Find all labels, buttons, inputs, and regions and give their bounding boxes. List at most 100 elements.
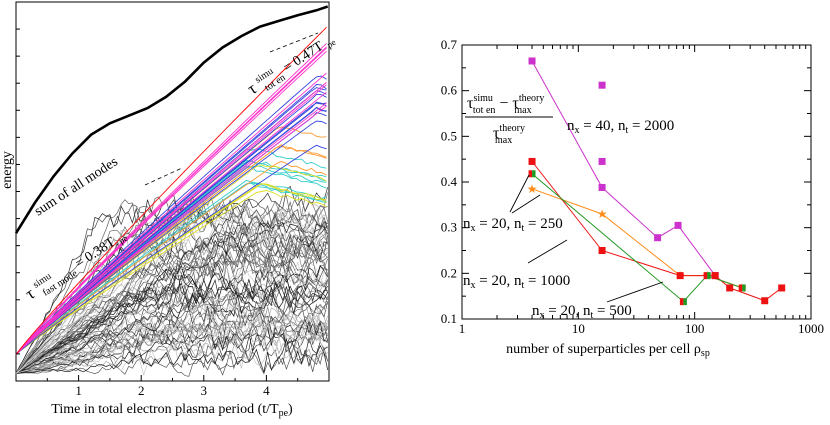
nt500-a-sub: x: [540, 310, 545, 321]
mode-curve-colored: [15, 84, 327, 355]
right-x-label-sub: sp: [701, 348, 710, 359]
right-y-tick-label: 0.6: [441, 83, 458, 98]
mode-curve-gray: [15, 286, 329, 374]
tot-en-tau-label: τ simu tot en = 0.47T pe: [240, 23, 340, 103]
mode-curve-colored: [15, 75, 327, 355]
mode-curve-colored: [15, 46, 327, 355]
series-label-nt1000: nx = 20, nt = 1000: [463, 273, 570, 291]
mode-curve-gray: [15, 320, 329, 374]
series-point-square: [726, 284, 734, 292]
nx40-b-sub: t: [625, 125, 628, 136]
mode-curve-gray: [15, 225, 328, 374]
y-label-numerator: τsimu tot en − τtheory max: [467, 93, 544, 116]
right-y-tick-label: 0.1: [441, 311, 457, 326]
mode-curve-gray: [15, 273, 328, 374]
mode-curves-gray: [15, 185, 329, 377]
series-point-square: [598, 183, 606, 191]
series-point-half-right: [532, 170, 536, 178]
series-point-half-left: [679, 298, 684, 306]
series-point-half-left: [703, 272, 708, 280]
left-x-axis-label: Time in total electron plasma period (t/…: [51, 402, 293, 419]
right-x-tick-label: 1000: [798, 321, 824, 336]
right-x-label-main: number of superparticles per cell ρ: [506, 342, 701, 357]
nt1000-b-sub: t: [521, 280, 524, 291]
series-point-square: [674, 221, 682, 229]
nt250-b: = 20, n: [476, 216, 522, 232]
right-y-tick-label: 0.2: [441, 265, 457, 280]
y-num-b-sup: theory: [519, 93, 545, 104]
left-x-tick-label: 1: [75, 383, 82, 398]
series-line-3: [531, 173, 743, 303]
sum-of-all-modes-curve: [14, 5, 329, 234]
right-y-tick-label: 0.7: [441, 37, 458, 52]
mode-curve-colored: [15, 91, 327, 355]
mode-curve-gray: [15, 261, 329, 374]
right-axis-ticks: 1 10 100 1000 0.1 0.2 0.3 0.4 0.5 0.6 0.7: [441, 37, 824, 336]
series-point-half-left: [528, 170, 533, 178]
series-point-square: [711, 272, 719, 280]
y-num-minus-tau: − τ: [495, 95, 519, 112]
right-x-tick-label: 1: [459, 321, 466, 336]
mode-curve-colored: [15, 144, 327, 355]
right-x-tick-label: 10: [572, 321, 585, 336]
mode-curve-gray: [15, 319, 328, 374]
series-point-square: [778, 284, 786, 292]
mode-curve-colored: [15, 102, 327, 355]
nx40-a: n: [567, 118, 575, 134]
arrow-nt250-a: [509, 174, 530, 213]
series-point-star: ★: [597, 207, 608, 221]
mode-curve-gray: [15, 297, 329, 374]
nt500-b: = 20, n: [545, 303, 591, 319]
series-point-square: [528, 157, 536, 165]
nx40-c: = 2000: [628, 118, 674, 134]
mode-curve-colored: [15, 160, 327, 355]
nt250-c: = 250: [524, 216, 562, 232]
mode-curve-colored: [15, 26, 327, 355]
mode-curves-colored: [15, 26, 327, 355]
series-point-square: [761, 297, 769, 305]
tot-en-slope-guide: [269, 32, 319, 53]
y-num-a-sub: tot en: [473, 105, 496, 116]
right-y-tick-label: 0.3: [441, 220, 457, 235]
nt250-a-sub: x: [471, 223, 476, 234]
nt1000-b: = 20, n: [476, 273, 522, 289]
nt250-a: n: [463, 216, 471, 232]
right-y-tick-label: 0.4: [441, 174, 458, 189]
nt1000-a: n: [463, 273, 471, 289]
mode-curve-gray: [15, 280, 328, 374]
nx40-b: = 40, n: [580, 118, 626, 134]
y-den-tau: τ: [493, 125, 500, 142]
mode-curve-gray: [15, 297, 328, 374]
fast-mode-slope-guide: [144, 167, 183, 186]
mode-curve-gray: [15, 300, 329, 374]
left-x-label-main: Time in total electron plasma period (t/…: [51, 402, 279, 417]
left-x-tick-label: 3: [201, 383, 208, 398]
nt500-c: = 500: [593, 303, 631, 319]
mode-curve-colored: [15, 120, 327, 355]
series-point-square: [676, 272, 684, 280]
mode-curve-gray: [15, 343, 329, 377]
series-point-half-right: [742, 284, 746, 292]
mode-curve-gray: [15, 272, 329, 374]
nt1000-a-sub: x: [471, 280, 476, 291]
left-x-ticks: 1 2 3 4: [16, 28, 299, 398]
series-point-square: [598, 81, 606, 89]
mode-curve-gray: [15, 337, 329, 374]
mode-curve-gray: [15, 310, 329, 374]
right-series-lines: [531, 60, 783, 303]
mode-curve-gray: [15, 261, 328, 374]
series-point-half-right: [683, 298, 687, 306]
y-den-sub: max: [495, 135, 512, 146]
series-point-half-left: [738, 284, 743, 292]
mode-curve-gray: [15, 270, 328, 374]
mode-curve-colored: [15, 105, 327, 355]
nt500-b-sub: t: [590, 310, 593, 321]
arrow-nt1000: [527, 239, 568, 264]
mode-curve-colored: [15, 190, 327, 355]
series-label-nt500: nx = 20, nt = 500: [532, 303, 632, 321]
left-x-tick-label: 2: [138, 383, 145, 398]
mode-curve-gray: [15, 212, 328, 374]
series-label-nt250: nx = 20, nt = 250: [463, 216, 563, 234]
mode-curve-colored: [15, 82, 327, 355]
